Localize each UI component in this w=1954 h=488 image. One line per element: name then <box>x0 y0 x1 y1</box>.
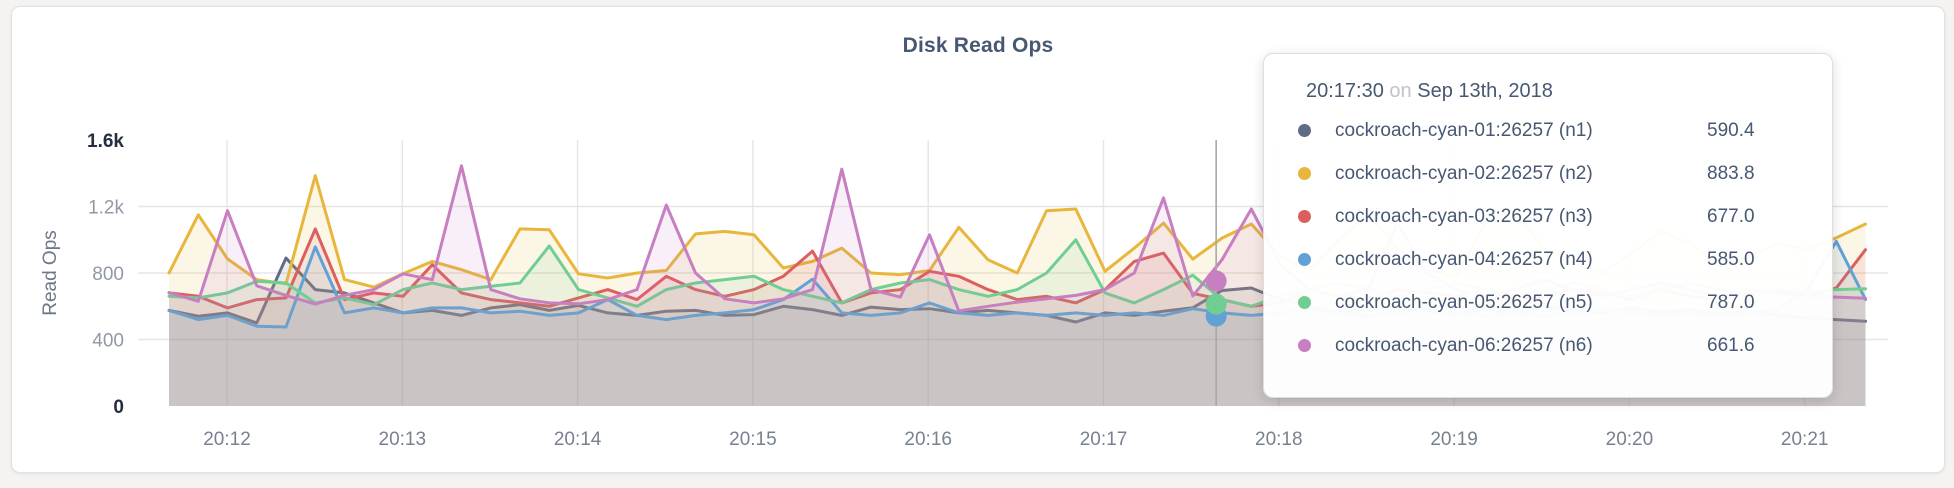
tooltip-series-name: cockroach-cyan-04:26257 (n4) <box>1335 248 1593 270</box>
x-tick-label: 20:17 <box>1080 429 1128 450</box>
tooltip-time: 20:17:30 <box>1306 80 1384 102</box>
y-tick-label: 0 <box>113 397 124 418</box>
tooltip-series-value: 590.4 <box>1707 119 1755 141</box>
x-tick-label: 20:16 <box>904 429 952 450</box>
series-color-dot-icon <box>1298 124 1311 137</box>
x-tick-label: 20:21 <box>1781 429 1829 450</box>
series-color-dot-icon <box>1298 296 1311 309</box>
tooltip-series-value: 585.0 <box>1707 248 1755 270</box>
tooltip-date: Sep 13th, 2018 <box>1417 80 1553 102</box>
tooltip-series-value: 787.0 <box>1707 291 1755 313</box>
tooltip-rows: cockroach-cyan-01:26257 (n1) 590.4 cockroa… <box>1264 109 1832 367</box>
x-tick-label: 20:18 <box>1255 429 1303 450</box>
tooltip-conjunction: on <box>1389 80 1412 102</box>
y-tick-label: 800 <box>92 264 124 285</box>
series-color-dot-icon <box>1298 339 1311 352</box>
chart-title: Disk Read Ops <box>902 34 1054 57</box>
y-axis-label: Read Ops <box>40 230 61 316</box>
x-tick-label: 20:14 <box>554 429 602 450</box>
tooltip-row-4: cockroach-cyan-04:26257 (n4) 585.0 <box>1264 238 1832 281</box>
tooltip-row-5: cockroach-cyan-05:26257 (n5) 787.0 <box>1264 281 1832 324</box>
tooltip-header: 20:17:30 on Sep 13th, 2018 <box>1306 80 1832 103</box>
x-tick-label: 20:19 <box>1430 429 1478 450</box>
tooltip-series-name: cockroach-cyan-05:26257 (n5) <box>1335 291 1593 313</box>
x-tick-label: 20:12 <box>203 429 251 450</box>
highlight-dot-n6 <box>1205 270 1227 292</box>
tooltip-series-name: cockroach-cyan-02:26257 (n2) <box>1335 162 1593 184</box>
tooltip-row-1: cockroach-cyan-01:26257 (n1) 590.4 <box>1264 109 1832 152</box>
tooltip-series-value: 677.0 <box>1707 205 1755 227</box>
tooltip-row-3: cockroach-cyan-03:26257 (n3) 677.0 <box>1264 195 1832 238</box>
x-tick-label: 20:13 <box>379 429 427 450</box>
y-tick-label: 400 <box>92 331 124 352</box>
chart-tooltip: 20:17:30 on Sep 13th, 2018 cockroach-cya… <box>1263 53 1833 398</box>
series-color-dot-icon <box>1298 210 1311 223</box>
y-tick-label: 1.6k <box>87 131 124 152</box>
chart-card: Disk Read Ops 0 400 800 1.2k 1.6k 20:12 20:13 2… <box>11 6 1945 473</box>
tooltip-series-name: cockroach-cyan-01:26257 (n1) <box>1335 119 1593 141</box>
highlight-dot-n5 <box>1205 293 1227 315</box>
tooltip-series-value: 661.6 <box>1707 334 1755 356</box>
series-color-dot-icon <box>1298 167 1311 180</box>
y-tick-label: 1.2k <box>88 198 124 219</box>
x-tick-label: 20:20 <box>1606 429 1654 450</box>
tooltip-series-name: cockroach-cyan-06:26257 (n6) <box>1335 334 1593 356</box>
x-tick-label: 20:15 <box>729 429 777 450</box>
tooltip-row-2: cockroach-cyan-02:26257 (n2) 883.8 <box>1264 152 1832 195</box>
tooltip-series-name: cockroach-cyan-03:26257 (n3) <box>1335 205 1593 227</box>
tooltip-series-value: 883.8 <box>1707 162 1755 184</box>
tooltip-row-6: cockroach-cyan-06:26257 (n6) 661.6 <box>1264 324 1832 367</box>
series-color-dot-icon <box>1298 253 1311 266</box>
